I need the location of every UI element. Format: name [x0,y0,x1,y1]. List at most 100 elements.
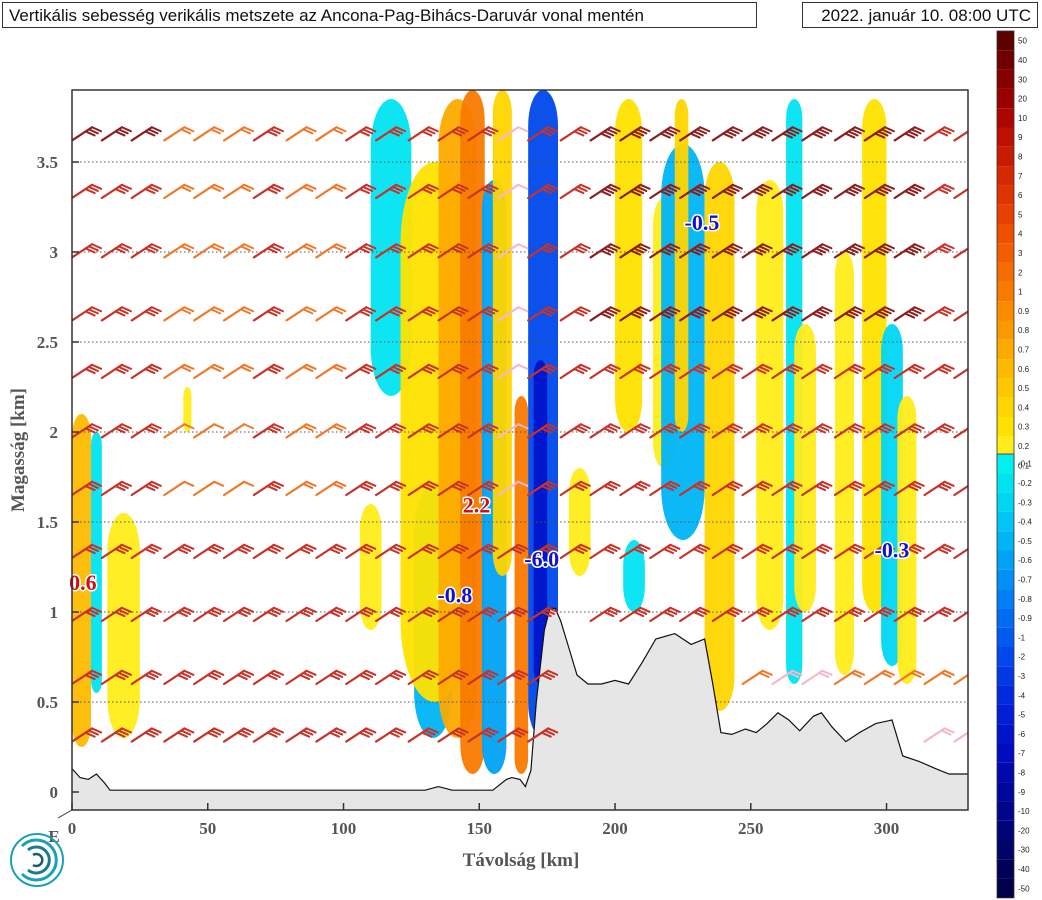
wind-barb-flag [659,312,671,319]
wind-barb-flag [487,306,499,313]
wind-barb [923,543,955,560]
wind-barb [559,543,591,560]
wind-barb-flag [544,245,556,252]
wind-barb-flag [662,548,674,555]
wind-barb [741,543,773,560]
wind-barb-flag [424,729,436,736]
wind-barb [559,126,591,142]
wind-barb-shaft [953,673,968,686]
wind-barb-flag [699,243,711,250]
wind-barb-flag [269,185,281,192]
wind-barb-flag [818,245,830,252]
wind-barb-flag [666,128,678,135]
colorbar-swatch [997,685,1014,705]
wind-barb [130,423,162,439]
wind-barb [497,727,529,743]
wind-barb [252,606,284,623]
wind-barb [679,423,711,439]
wind-barb-shaft [222,423,246,439]
y-tick-label: 0 [50,783,59,802]
wind-barb-flag [785,130,797,137]
wind-barb-flag [302,482,314,489]
wind-barb-flag [606,608,618,615]
wind-barb-flag [633,310,645,317]
wind-barb [222,727,255,743]
colorbar-label: -0.9 [1018,614,1032,623]
wind-barb-flag [854,183,866,190]
wind-barb-flag [722,312,734,319]
wind-barb-flag [362,482,374,489]
colorbar-label: -5 [1018,711,1026,720]
wind-barb-flag [761,669,773,676]
wind-barb-flag [788,671,800,678]
wind-barb [527,363,559,380]
wind-barb [467,306,499,322]
wind-barb-flag [639,126,651,133]
wind-barb-flag [576,308,588,315]
wind-barb-flag [272,243,284,250]
wind-barb-flag [120,306,132,313]
wind-barbs-layer [72,126,968,743]
wind-barb [741,126,773,142]
wind-barb-flag [510,674,522,681]
wind-barb-flag [427,126,439,133]
wind-barb-flag [514,671,526,678]
wind-barb [407,243,439,259]
wind-barb-flag [547,306,559,313]
wind-barb-flag [692,427,704,434]
wind-barb [833,543,866,560]
wind-barb-flag [629,190,641,197]
wind-barb-flag [883,363,895,370]
wind-barb [315,543,347,560]
wind-barb-flag [481,130,493,137]
wind-barb [72,423,103,439]
wind-barb-flag [120,243,132,250]
colorbar-swatch [997,724,1014,744]
wind-barb-flag [365,363,377,370]
wind-barb-flag [689,132,701,139]
wind-barb-flag [335,363,347,370]
wind-barb-flag [600,190,612,197]
wind-barb [833,183,866,200]
wind-barb [953,187,968,200]
wind-barb-flag [332,671,344,678]
wind-barb-flag [636,425,648,432]
wind-barb-flag [144,485,156,492]
wind-barb [130,183,162,200]
wind-barb-flag [573,130,585,137]
wind-barb-flag [639,243,651,250]
wind-barb [285,669,317,686]
wind-barb-flag [573,427,585,434]
wind-barb-flag [579,243,591,250]
wind-barb-flag [603,548,615,555]
wind-barb-flag [365,727,377,734]
colorbar-label: 2 [1018,268,1023,277]
wind-barb-flag [725,130,737,137]
wind-barb-flag [427,183,439,190]
wind-barb [193,543,225,560]
wind-barb-flag [266,310,278,317]
wind-barb-flag [907,485,919,492]
wind-barb [374,669,407,686]
wind-barb-flag [272,306,284,313]
wind-barb-flag [144,674,156,681]
colorbar-swatch [997,550,1014,570]
wind-barb [923,306,955,322]
wind-barb [559,243,591,259]
wind-barb-flag [910,245,922,252]
wind-barb-flag [305,423,317,430]
wind-barb-flag [666,365,678,372]
wind-barb [771,243,803,259]
wind-barb-flag [424,671,436,678]
wind-barb-flag [150,606,162,613]
wind-barb-flag [874,249,886,256]
wind-barb-flag [84,731,96,738]
wind-barb-flag [662,188,674,195]
wind-barb-flag [487,363,499,370]
wind-barb-flag [699,183,711,190]
wind-barb-flag [335,727,347,734]
wind-barb-flag [358,368,370,375]
wind-barb-flag [91,480,103,487]
contour-cell [834,252,854,675]
wind-barb [801,543,833,560]
